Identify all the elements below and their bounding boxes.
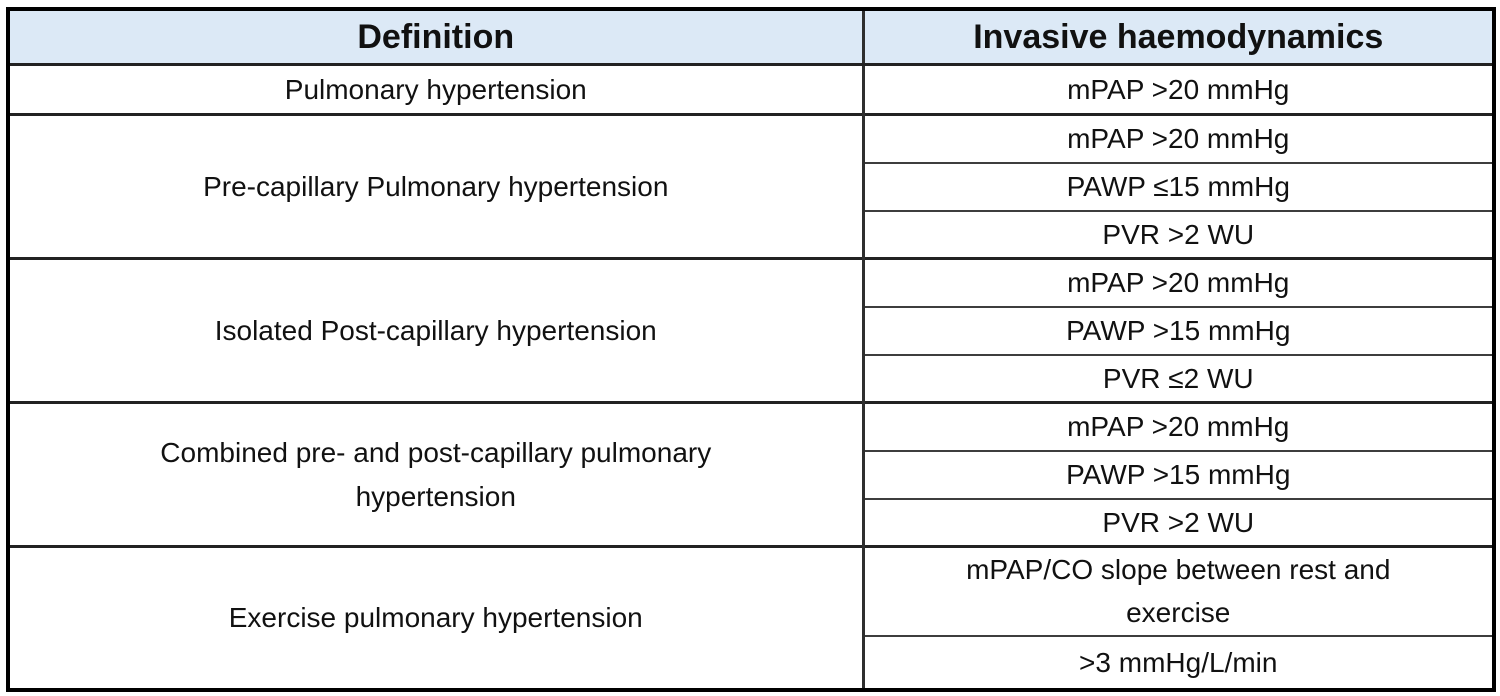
table-row: PVR >2 WU bbox=[8, 209, 1495, 260]
table-row: PVR >2 WU bbox=[8, 497, 1495, 548]
criterion-cell: mPAP >20 mmHg bbox=[862, 401, 1495, 452]
table-row: Pre-capillary Pulmonary hypertension mPA… bbox=[7, 113, 1495, 260]
ph-definitions-table: Definition Invasive haemodynamics Pulmon… bbox=[6, 7, 1496, 692]
criterion-cell: >3 mmHg/L/min bbox=[862, 634, 1495, 691]
criterion-text: mPAP/CO slope between rest and exercise bbox=[966, 554, 1391, 629]
criterion-cell: PVR >2 WU bbox=[862, 209, 1495, 260]
header-row: Definition Invasive haemodynamics bbox=[7, 8, 1495, 66]
table-row: Exercise pulmonary hypertension mPAP/CO … bbox=[7, 544, 1495, 691]
criterion-cell: PAWP >15 mmHg bbox=[862, 449, 1495, 500]
definition-cell: Combined pre- and post-capillary pulmona… bbox=[7, 401, 865, 548]
header-invasive-haemodynamics: Invasive haemodynamics bbox=[862, 8, 1495, 66]
criterion-cell: PVR >2 WU bbox=[862, 497, 1495, 548]
table-row: PAWP >15 mmHg bbox=[8, 305, 1495, 356]
table-row: Pulmonary hypertension mPAP >20 mmHg bbox=[7, 63, 1495, 116]
criterion-cell: mPAP >20 mmHg bbox=[862, 113, 1495, 164]
definition-text: Combined pre- and post-capillary pulmona… bbox=[160, 437, 712, 512]
criterion-cell: PAWP ≤15 mmHg bbox=[862, 161, 1495, 212]
table-row: >3 mmHg/L/min bbox=[8, 634, 1495, 691]
criterion-cell: mPAP/CO slope between rest and exercise bbox=[862, 544, 1495, 637]
table-row: PAWP >15 mmHg bbox=[8, 449, 1495, 500]
header-definition: Definition bbox=[7, 8, 865, 66]
table-header: Definition Invasive haemodynamics bbox=[7, 8, 1495, 66]
definition-cell: Pre-capillary Pulmonary hypertension bbox=[7, 113, 865, 260]
ph-definitions-table-wrapper: Definition Invasive haemodynamics Pulmon… bbox=[6, 7, 1496, 692]
criterion-cell: mPAP >20 mmHg bbox=[862, 63, 1495, 116]
definition-cell: Exercise pulmonary hypertension bbox=[7, 544, 865, 691]
table-row: Combined pre- and post-capillary pulmona… bbox=[7, 401, 1495, 548]
table-row: PVR ≤2 WU bbox=[8, 353, 1495, 404]
table-row: PAWP ≤15 mmHg bbox=[8, 161, 1495, 212]
criterion-cell: PVR ≤2 WU bbox=[862, 353, 1495, 404]
table-row: Isolated Post-capillary hypertension mPA… bbox=[7, 257, 1495, 404]
criterion-cell: mPAP >20 mmHg bbox=[862, 257, 1495, 308]
definition-cell: Isolated Post-capillary hypertension bbox=[7, 257, 865, 404]
criterion-cell: PAWP >15 mmHg bbox=[862, 305, 1495, 356]
definition-cell: Pulmonary hypertension bbox=[7, 63, 865, 116]
